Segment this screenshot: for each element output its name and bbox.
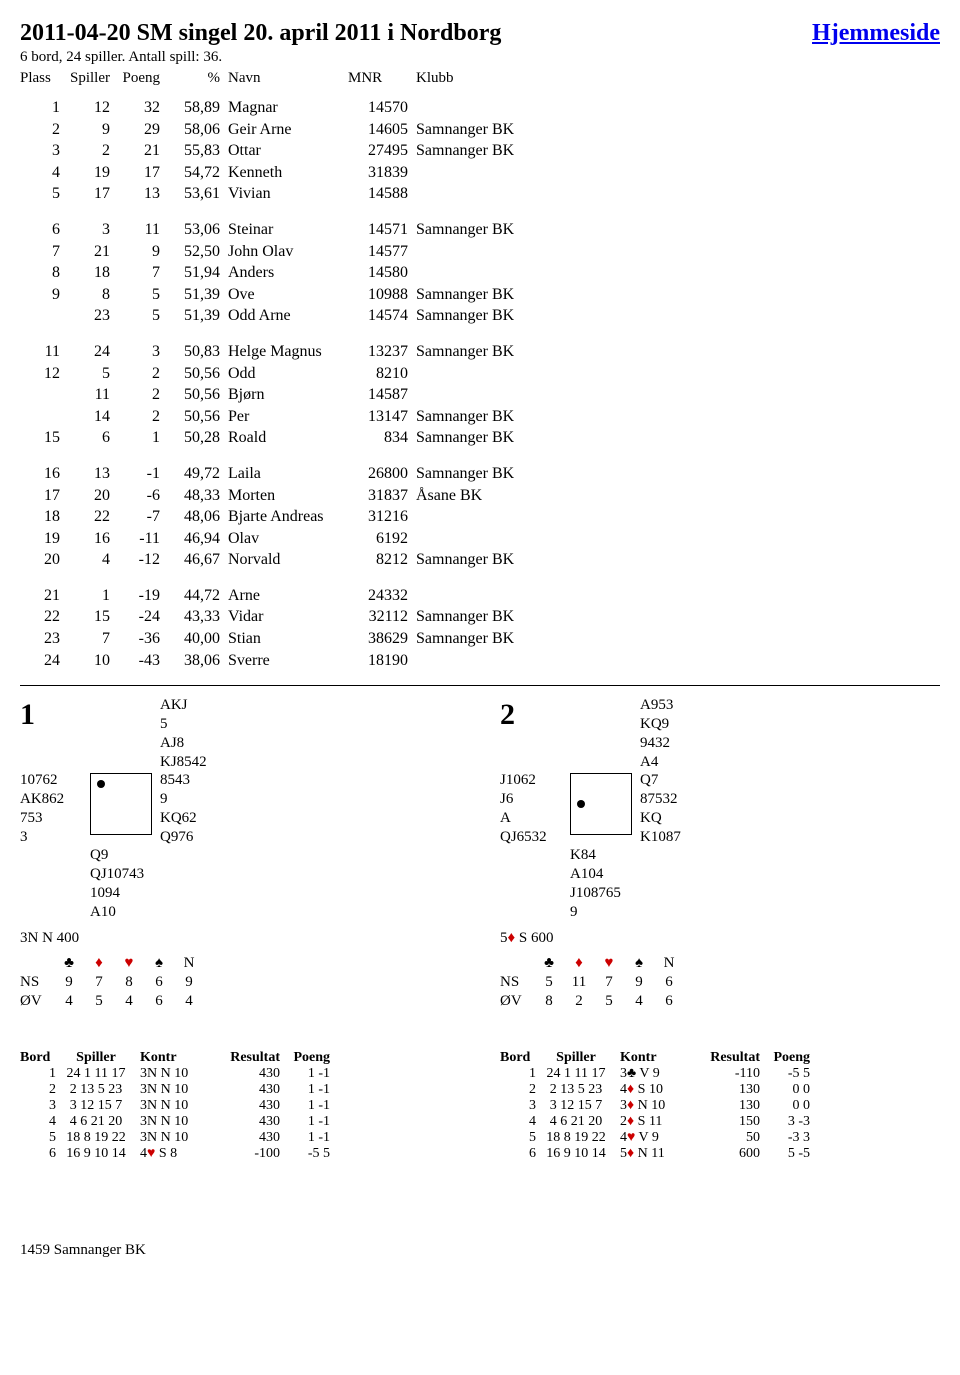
col-mnr: MNR [348,70,416,87]
home-link[interactable]: Hjemmeside [812,20,940,47]
standings-row: 156150,28Roald834Samnanger BK [20,427,940,449]
standings-row: 125250,56Odd8210 [20,363,940,385]
standings-row: 1613-149,72Laila26800Samnanger BK [20,463,940,485]
results-section: BordSpillerKontrResultatPoeng124 1 11 17… [20,1050,940,1162]
standings-row: 5171353,61Vivian14588 [20,183,940,205]
board-2: 2A953KQ99432A4J1062J6AQJ6532Q787532KQK10… [500,696,940,1010]
col-pct: % [160,70,228,87]
standings-row: 1123258,89Magnar14570 [20,97,940,119]
col-poeng: Poeng [110,70,160,87]
standings-row: 322155,83Ottar27495Samnanger BK [20,140,940,162]
standings-row: 4191754,72Kenneth31839 [20,162,940,184]
col-klubb: Klubb [416,70,940,87]
results-table: BordSpillerKontrResultatPoeng124 1 11 17… [500,1050,940,1162]
subtitle: 6 bord, 24 spiller. Antall spill: 36. [20,49,940,66]
boards-section: 1AKJ5AJ8KJ854210762AK862753385439KQ62Q97… [20,696,940,1010]
standings-row: 721952,50John Olav14577 [20,241,940,263]
standings-table: 1123258,89Magnar14570292958,06Geir Arne1… [20,97,940,671]
standings-row: 237-3640,00Stian38629Samnanger BK [20,628,940,650]
page-title: 2011-04-20 SM singel 20. april 2011 i No… [20,20,501,47]
standings-row: 11250,56Bjørn14587 [20,384,940,406]
results-table: BordSpillerKontrResultatPoeng124 1 11 17… [20,1050,460,1162]
standings-row: 98551,39Ove10988Samnanger BK [20,284,940,306]
standings-row: 211-1944,72Arne24332 [20,585,940,607]
footer-text: 1459 Samnanger BK [20,1242,940,1259]
standings-row: 23551,39Odd Arne14574Samnanger BK [20,305,940,327]
standings-row: 2410-4338,06Sverre18190 [20,650,940,672]
standings-row: 2215-2443,33Vidar32112Samnanger BK [20,606,940,628]
col-spiller: Spiller [60,70,110,87]
col-navn: Navn [228,70,348,87]
standings-row: 14250,56Per13147Samnanger BK [20,406,940,428]
standings-row: 1822-748,06Bjarte Andreas31216 [20,506,940,528]
standings-row: 1124350,83Helge Magnus13237Samnanger BK [20,341,940,363]
divider [20,685,940,686]
standings-row: 204-1246,67Norvald8212Samnanger BK [20,549,940,571]
board-1: 1AKJ5AJ8KJ854210762AK862753385439KQ62Q97… [20,696,460,1010]
standings-row: 818751,94Anders14580 [20,262,940,284]
standings-row: 1916-1146,94Olav6192 [20,528,940,550]
standings-header: Plass Spiller Poeng % Navn MNR Klubb [20,70,940,87]
standings-row: 1720-648,33Morten31837Åsane BK [20,485,940,507]
standings-row: 631153,06Steinar14571Samnanger BK [20,219,940,241]
col-plass: Plass [20,70,60,87]
standings-row: 292958,06Geir Arne14605Samnanger BK [20,119,940,141]
